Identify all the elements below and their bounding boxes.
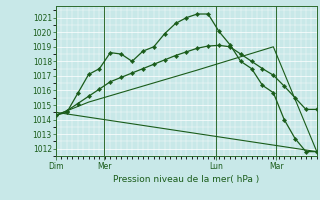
- X-axis label: Pression niveau de la mer( hPa ): Pression niveau de la mer( hPa ): [113, 175, 260, 184]
